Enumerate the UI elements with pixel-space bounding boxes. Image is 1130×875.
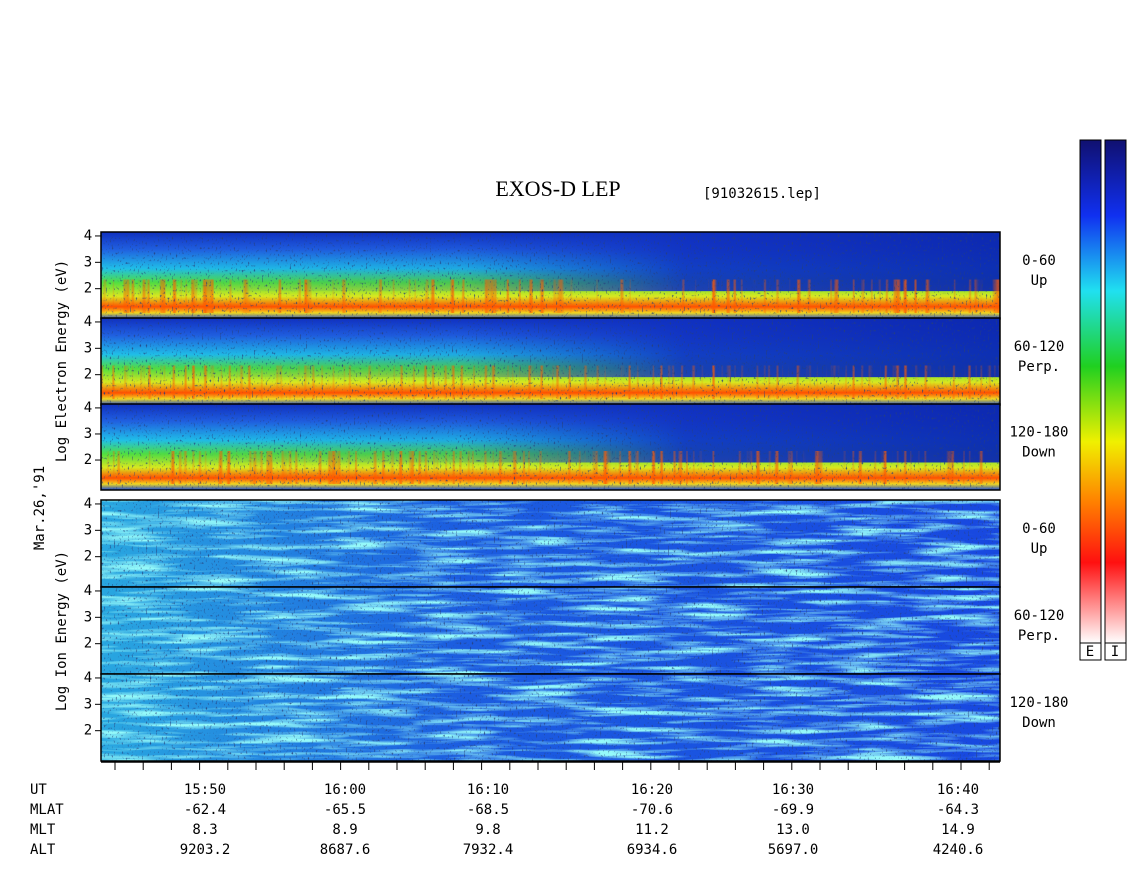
colorbar-box	[1104, 642, 1127, 661]
colorbar	[1104, 139, 1127, 644]
y-tick-label: 2	[84, 549, 92, 565]
y-tick-label: 3	[84, 340, 92, 356]
row-value: 8687.6	[320, 842, 371, 858]
panel-direction: Perp.	[1018, 359, 1060, 375]
y-tick-label: 2	[84, 367, 92, 383]
panel-angle: 0-60	[1022, 521, 1056, 537]
row-value: 16:00	[324, 782, 366, 798]
row-value: -68.5	[467, 802, 509, 818]
row-value: 9.8	[475, 822, 500, 838]
row-value: 15:50	[184, 782, 226, 798]
y-tick-label: 3	[84, 254, 92, 270]
row-value: -69.9	[772, 802, 814, 818]
title: EXOS-D LEP	[495, 176, 620, 201]
colorbar-box	[1079, 642, 1102, 661]
colorbar-label: I	[1111, 644, 1119, 660]
y-tick-label: 4	[84, 496, 92, 512]
row-label: ALT	[30, 842, 56, 858]
row-value: 14.9	[941, 822, 975, 838]
colorbar	[1079, 139, 1102, 644]
panel-angle: 60-120	[1014, 339, 1065, 355]
y-tick-label: 4	[84, 583, 92, 599]
spectrogram-speckle	[101, 232, 1000, 319]
row-value: 16:10	[467, 782, 509, 798]
y-tick-label: 2	[84, 281, 92, 297]
y-tick-label: 2	[84, 452, 92, 468]
panel-angle: 60-120	[1014, 608, 1065, 624]
colorbar-label: E	[1086, 644, 1094, 660]
file-name: [91032615.lep]	[703, 186, 821, 202]
row-value: 16:20	[631, 782, 673, 798]
row-value: -64.3	[937, 802, 979, 818]
panel-direction: Up	[1031, 541, 1048, 557]
row-value: 5697.0	[768, 842, 819, 858]
row-value: 4240.6	[933, 842, 984, 858]
row-value: 8.3	[192, 822, 217, 838]
spectrogram-speckle	[101, 318, 1000, 405]
y-tick-label: 3	[84, 426, 92, 442]
row-value: 9203.2	[180, 842, 231, 858]
spectrogram-speckle	[101, 500, 1000, 587]
y-tick-label: 4	[84, 670, 92, 686]
y-tick-label: 3	[84, 696, 92, 712]
y-tick-label: 3	[84, 522, 92, 538]
row-value: 16:30	[772, 782, 814, 798]
row-value: 16:40	[937, 782, 979, 798]
row-label: MLT	[30, 822, 56, 838]
y-tick-label: 2	[84, 636, 92, 652]
ion-axis-label: Log Ion Energy (eV)	[54, 551, 70, 711]
spectrogram-speckle	[101, 404, 1000, 490]
row-value: -70.6	[631, 802, 673, 818]
panel-direction: Up	[1031, 273, 1048, 289]
row-value: 13.0	[776, 822, 810, 838]
row-value: -65.5	[324, 802, 366, 818]
panel-direction: Down	[1022, 715, 1056, 731]
panel-angle: 120-180	[1009, 425, 1068, 441]
row-value: 7932.4	[463, 842, 514, 858]
panel-frame	[100, 673, 1001, 762]
panel-frame	[100, 403, 1001, 491]
spectrogram-speckle	[101, 587, 1000, 674]
row-value: 11.2	[635, 822, 669, 838]
row-value: -62.4	[184, 802, 226, 818]
row-value: 8.9	[332, 822, 357, 838]
row-value: 6934.6	[627, 842, 678, 858]
spectrogram-speckle	[101, 674, 1000, 761]
date: Mar.26,'91	[32, 466, 48, 550]
row-label: MLAT	[30, 802, 64, 818]
electron-axis-label: Log Electron Energy (eV)	[54, 260, 70, 462]
row-label: UT	[30, 782, 47, 798]
panel-angle: 0-60	[1022, 253, 1056, 269]
panel-direction: Perp.	[1018, 628, 1060, 644]
y-tick-label: 2	[84, 723, 92, 739]
panel-direction: Down	[1022, 445, 1056, 461]
panel-angle: 120-180	[1009, 695, 1068, 711]
y-tick-label: 4	[84, 228, 92, 244]
y-tick-label: 4	[84, 400, 92, 416]
y-tick-label: 3	[84, 609, 92, 625]
y-tick-label: 4	[84, 314, 92, 330]
